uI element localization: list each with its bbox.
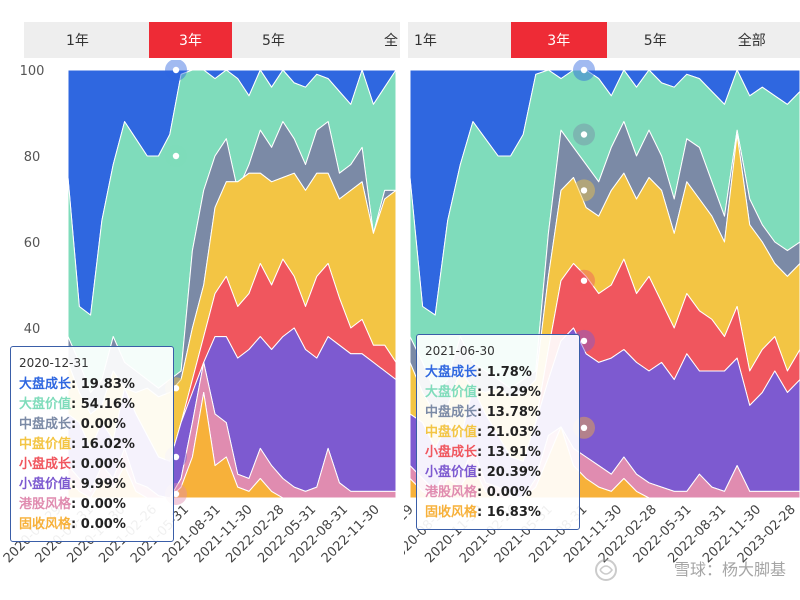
hover-marker-dot [580, 424, 588, 431]
hover-marker-dot [172, 490, 180, 498]
tooltip-series-value: 54.16% [80, 397, 135, 412]
tooltip-series-label: 中盘价值 [425, 425, 478, 440]
chart-tooltip: 2020-12-31 大盘成长: 19.83% 大盘价值: 54.16% 中盘成长:… [10, 346, 174, 542]
tooltip-series-label: 小盘价值 [425, 465, 478, 480]
y-tick-label: 40 [24, 322, 41, 337]
tooltip-series-label: 大盘价值 [19, 397, 72, 412]
hover-marker-dot [172, 66, 180, 74]
hover-marker-dot [580, 277, 588, 284]
tab-1y[interactable]: 1年 [414, 33, 437, 49]
tooltip-series-label: 港股风格 [19, 497, 72, 512]
tooltip-series-label: 大盘价值 [425, 385, 478, 400]
tooltip-series-value: 0.00% [80, 457, 126, 472]
tooltip-series-label: 中盘成长 [19, 417, 72, 432]
tooltip-row: 港股风格: 0.00% [425, 485, 532, 500]
tooltip-row: 大盘价值: 12.29% [425, 385, 541, 400]
period-tabbar: 1年 3年 5年 全部 [408, 22, 800, 58]
tab-3y[interactable]: 3年 [510, 22, 607, 58]
tab-all[interactable]: 全 [384, 33, 398, 49]
snowball-logo-icon [595, 559, 617, 581]
tooltip-series-label: 大盘成长 [425, 365, 478, 380]
tooltip-series-value: 0.00% [80, 497, 126, 512]
tooltip-row: 中盘成长: 13.78% [425, 405, 541, 420]
tab-all[interactable]: 全部 [737, 33, 766, 49]
tooltip-row: 大盘价值: 54.16% [19, 397, 135, 412]
hover-marker-dot [172, 385, 180, 392]
hover-marker-dot [580, 337, 588, 345]
tooltip-series-value: 0.00% [80, 417, 126, 432]
y-tick-label: 60 [24, 236, 41, 251]
tooltip-series-value: 21.03% [486, 425, 541, 440]
tooltip-row: 小盘价值: 9.99% [19, 477, 126, 492]
tooltip-date: 2021-06-30 [425, 344, 495, 358]
tooltip-series-label: 大盘成长 [19, 377, 72, 392]
tooltip-row: 大盘成长: 1.78% [425, 365, 532, 380]
tooltip-row: 港股风格: 0.00% [19, 497, 126, 512]
tooltip-series-label: 小盘价值 [19, 477, 72, 492]
chart-tooltip: 2021-06-30 大盘成长: 1.78% 大盘价值: 12.29% 中盘成长: … [416, 334, 580, 530]
tab-5y[interactable]: 5年 [643, 33, 667, 49]
tooltip-series-label: 小盘成长 [425, 445, 478, 460]
tooltip-series-value: 16.83% [486, 505, 541, 520]
tooltip-series-label: 中盘价值 [19, 437, 72, 452]
tooltip-series-value: 0.00% [486, 485, 532, 500]
left-chart-panel: 1年 3年 5年 全 4060801002020-05-292020-08-31… [1, 22, 400, 566]
tab-3y[interactable]: 3年 [149, 22, 232, 58]
tooltip-row: 大盘成长: 19.83% [19, 377, 135, 392]
tooltip-series-value: 0.00% [80, 517, 126, 532]
tab-1y[interactable]: 1年 [66, 33, 89, 49]
watermark-text: 雪球：杨大脚基 [673, 560, 786, 579]
tooltip-series-value: 13.78% [486, 405, 541, 420]
hover-marker-dot [580, 187, 588, 194]
tooltip-series-value: 12.29% [486, 385, 541, 400]
tooltip-row: 固收风格: 16.83% [425, 505, 541, 520]
period-tabbar: 1年 3年 5年 全 [24, 22, 400, 58]
tooltip-series-value: 13.91% [486, 445, 541, 460]
tooltip-series-label: 固收风格 [19, 517, 72, 532]
hover-marker-dot [580, 131, 588, 138]
tooltip-row: 中盘成长: 0.00% [19, 417, 126, 432]
tooltip-series-value: 9.99% [80, 477, 126, 492]
tooltip-row: 固收风格: 0.00% [19, 517, 126, 532]
tooltip-row: 小盘成长: 0.00% [19, 457, 126, 472]
tooltip-row: 中盘价值: 16.02% [19, 437, 135, 452]
y-tick-label: 80 [24, 150, 41, 165]
hover-marker-dot [172, 453, 180, 461]
hover-marker-dot [172, 152, 180, 160]
tooltip-row: 中盘价值: 21.03% [425, 425, 541, 440]
tooltip-series-label: 固收风格 [425, 505, 478, 520]
tooltip-series-value: 20.39% [486, 465, 541, 480]
tooltip-series-value: 19.83% [80, 377, 135, 392]
tooltip-row: 小盘价值: 20.39% [425, 465, 541, 480]
tab-5y[interactable]: 5年 [262, 33, 285, 49]
tooltip-date: 2020-12-31 [19, 356, 89, 370]
tooltip-series-label: 小盘成长 [19, 457, 72, 472]
tooltip-series-label: 中盘成长 [425, 405, 478, 420]
tooltip-row: 小盘成长: 13.91% [425, 445, 541, 460]
tooltip-series-value: 1.78% [486, 365, 532, 380]
hover-marker-dot [580, 66, 588, 74]
tooltip-series-label: 港股风格 [425, 485, 478, 500]
y-tick-label: 100 [20, 64, 45, 79]
right-chart-panel: 1年 3年 5年 全部 2020-05-29 2020-08-31 2020-11-… [404, 0, 800, 600]
tooltip-series-value: 16.02% [80, 437, 135, 452]
